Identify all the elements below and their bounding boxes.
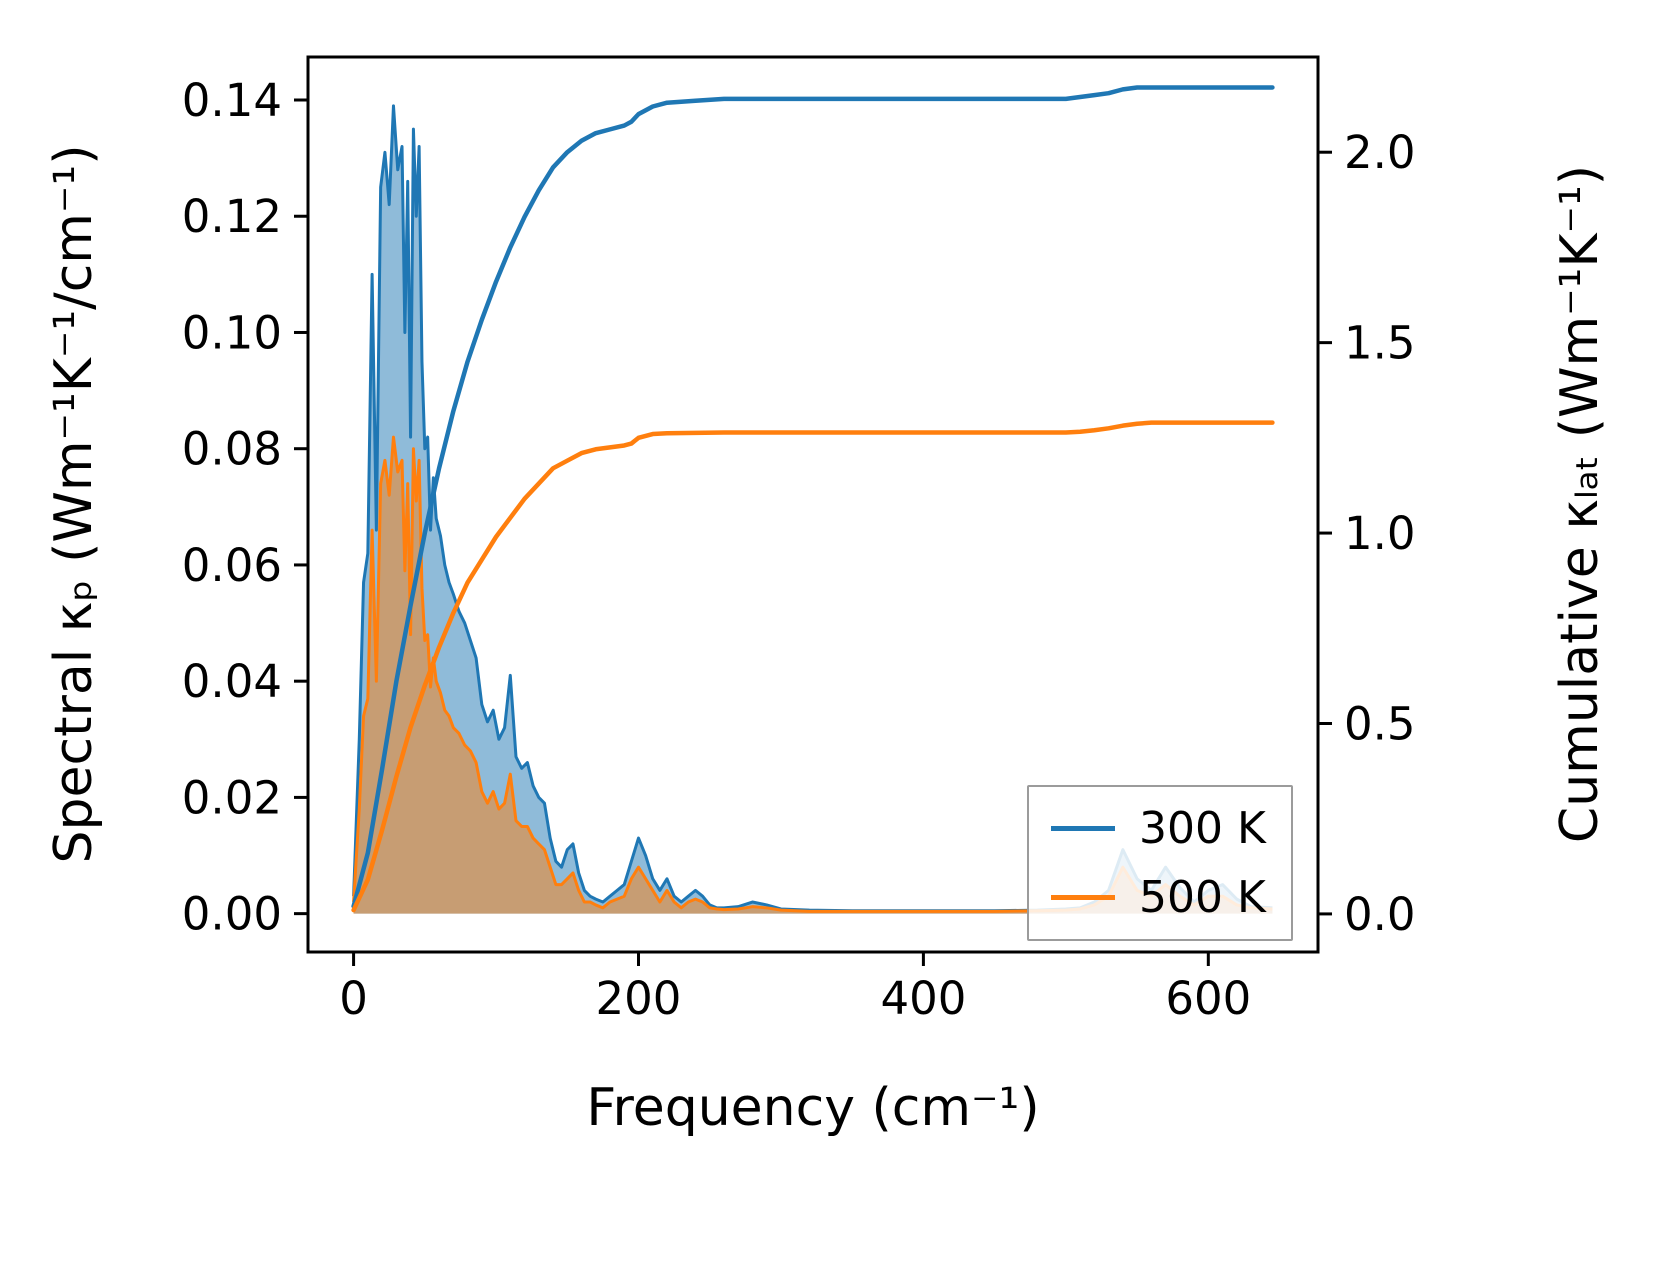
edge-500-k-spectral (352, 435, 1273, 913)
x-tick-label: 200 (596, 972, 682, 1025)
y-left-tick-label: 0.12 (182, 190, 282, 243)
legend-label-500k: 500 K (1139, 872, 1266, 923)
y-left-tick-label: 0.14 (182, 74, 282, 127)
y-left-tick-label: 0.06 (182, 539, 282, 592)
y-right-tick-label: 0.5 (1344, 697, 1416, 750)
line-500-k-cumulative (351, 420, 1275, 913)
y-right-tick-label: 1.0 (1344, 507, 1416, 560)
legend-line-sample-300k (1051, 826, 1115, 831)
x-tick-label: 600 (1165, 972, 1251, 1025)
x-axis-label: Frequency (cm⁻¹) (586, 1078, 1040, 1138)
y-left-tick-label: 0.00 (182, 888, 282, 941)
y-left-tick-label: 0.08 (182, 423, 282, 476)
y-left-tick-label: 0.04 (182, 655, 282, 708)
y-axis-label-right: Cumulative κₗₐₜ (Wm⁻¹K⁻¹) (1550, 164, 1610, 844)
area-500-k-spectral (353, 437, 1273, 914)
legend-label-300k: 300 K (1139, 803, 1266, 854)
y-right-tick-label: 2.0 (1344, 126, 1416, 179)
x-tick-label: 400 (880, 972, 966, 1025)
axes-spines (306, 55, 1320, 954)
line-300-k-cumulative (351, 85, 1275, 909)
axis-ticks: 0 200 400 600 0.00 0.02 0.04 0.06 0.08 0.10 0.12 0.… (182, 74, 1416, 1025)
x-tick-label: 0 (339, 972, 368, 1025)
y-left-tick-label: 0.10 (182, 306, 282, 359)
legend: 300 K 500 K (1027, 785, 1293, 941)
y-left-tick-label: 0.02 (182, 771, 282, 824)
data-series-group (351, 85, 1275, 914)
y-axis-label-left: Spectral κₚ (Wm⁻¹K⁻¹/cm⁻¹) (44, 144, 104, 864)
legend-entry-300k: 300 K (1051, 803, 1269, 854)
y-right-tick-label: 0.0 (1344, 888, 1416, 941)
legend-line-sample-500k (1051, 895, 1115, 900)
legend-entry-500k: 500 K (1051, 872, 1269, 923)
y-right-tick-label: 1.5 (1344, 317, 1416, 370)
